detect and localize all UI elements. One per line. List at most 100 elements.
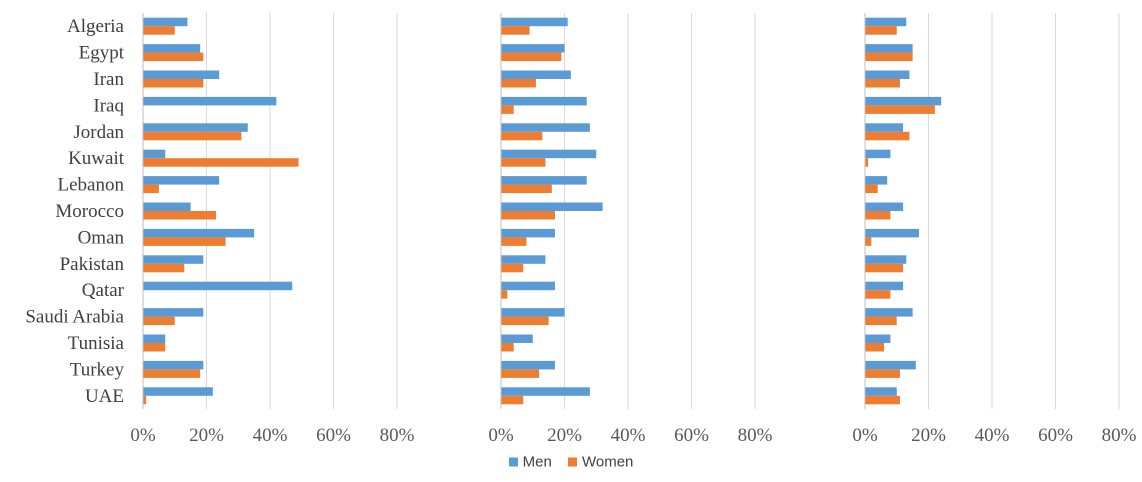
category-label: Kuwait <box>68 148 125 169</box>
bar-men-jordan <box>143 123 248 132</box>
bar-women-turkey <box>143 369 201 378</box>
bar-women-tunisia <box>143 343 166 352</box>
category-label: Qatar <box>82 280 125 301</box>
bar-women-egypt <box>865 52 913 62</box>
bar-men-uae <box>143 387 213 396</box>
bar-men-pakistan <box>143 255 204 264</box>
tick-label: 20% <box>911 425 946 446</box>
bar-men-iran <box>865 70 910 79</box>
legend-swatch-women <box>567 457 577 467</box>
bar-men-lebanon <box>143 176 220 185</box>
category-label: Iraq <box>93 95 124 116</box>
bar-women-morocco <box>501 211 555 220</box>
bar-women-oman <box>865 237 872 246</box>
tick-label: 0% <box>852 425 878 446</box>
bar-men-tunisia <box>501 334 533 343</box>
bar-men-egypt <box>865 44 913 53</box>
category-label: Saudi Arabia <box>25 307 124 328</box>
category-label: Jordan <box>73 122 124 143</box>
legend-label-men: Men <box>522 453 552 471</box>
bar-women-saudi-arabia <box>865 316 897 326</box>
bar-men-turkey <box>501 360 555 370</box>
category-label: Iran <box>93 69 124 90</box>
bar-men-morocco <box>143 202 191 211</box>
bar-men-qatar <box>865 281 904 291</box>
tick-label: 60% <box>316 425 351 446</box>
bar-women-lebanon <box>143 184 159 194</box>
legend-item-men: Men <box>508 453 552 471</box>
bar-men-oman <box>143 228 255 238</box>
bar-men-egypt <box>143 44 201 53</box>
bar-men-lebanon <box>501 176 587 185</box>
bar-women-algeria <box>865 26 897 35</box>
category-label: Pakistan <box>60 254 125 275</box>
bar-women-pakistan <box>865 263 904 273</box>
bar-men-tunisia <box>143 334 166 343</box>
bar-women-uae <box>865 395 900 405</box>
bar-men-iraq <box>865 96 942 106</box>
bar-women-iran <box>865 79 900 88</box>
bar-men-pakistan <box>501 255 546 264</box>
bar-women-lebanon <box>865 184 878 194</box>
bar-men-algeria <box>143 17 188 27</box>
bar-women-oman <box>143 237 226 246</box>
bar-women-iraq <box>501 105 514 114</box>
bar-women-uae <box>143 395 147 405</box>
legend: Men Women <box>0 454 1142 479</box>
bar-men-iran <box>501 70 571 79</box>
legend-swatch-men <box>508 457 518 467</box>
bar-women-kuwait <box>865 158 869 167</box>
bar-women-kuwait <box>143 158 299 167</box>
bar-women-iran <box>501 79 536 88</box>
tick-label: 60% <box>674 425 709 446</box>
bar-women-saudi-arabia <box>143 316 175 326</box>
bar-men-egypt <box>501 44 565 53</box>
bar-men-oman <box>501 228 555 238</box>
bar-men-turkey <box>865 360 916 370</box>
bar-men-qatar <box>501 281 555 291</box>
bar-women-qatar <box>865 290 891 299</box>
category-label: Tunisia <box>68 333 125 354</box>
tick-label: 40% <box>611 425 646 446</box>
bar-women-algeria <box>501 26 530 35</box>
bar-women-saudi-arabia <box>501 316 549 326</box>
bar-women-tunisia <box>501 343 514 352</box>
bar-men-kuwait <box>865 149 891 159</box>
bar-women-uae <box>501 395 524 405</box>
bar-men-iraq <box>143 96 277 106</box>
tick-label: 80% <box>738 425 773 446</box>
bar-women-iran <box>143 79 204 88</box>
bar-men-kuwait <box>501 149 597 159</box>
bar-women-pakistan <box>143 263 185 273</box>
category-label: Oman <box>78 227 125 248</box>
bar-men-iraq <box>501 96 587 106</box>
bar-men-morocco <box>865 202 904 211</box>
category-label: Turkey <box>70 359 125 380</box>
tick-label: 0% <box>130 425 156 446</box>
bar-women-tunisia <box>865 343 885 352</box>
bar-men-oman <box>865 228 919 238</box>
bar-men-pakistan <box>865 255 907 264</box>
bar-men-iran <box>143 70 220 79</box>
category-label: Egypt <box>79 43 125 64</box>
bar-men-saudi-arabia <box>865 308 913 317</box>
bar-men-uae <box>501 387 590 396</box>
bar-men-lebanon <box>865 176 888 185</box>
bar-men-morocco <box>501 202 603 211</box>
category-label: UAE <box>85 386 124 407</box>
bar-women-turkey <box>865 369 900 378</box>
bar-men-kuwait <box>143 149 166 159</box>
tick-label: 60% <box>1038 425 1073 446</box>
bar-women-morocco <box>865 211 891 220</box>
legend-item-women: Women <box>567 454 633 471</box>
bar-women-morocco <box>143 211 217 220</box>
bar-men-jordan <box>865 123 904 132</box>
bar-men-qatar <box>143 281 293 291</box>
bar-men-saudi-arabia <box>501 308 565 317</box>
tick-label: 20% <box>547 425 582 446</box>
bar-women-egypt <box>501 52 562 62</box>
tick-label: 40% <box>253 425 288 446</box>
tick-label: 80% <box>1102 425 1137 446</box>
bar-women-jordan <box>143 131 242 141</box>
